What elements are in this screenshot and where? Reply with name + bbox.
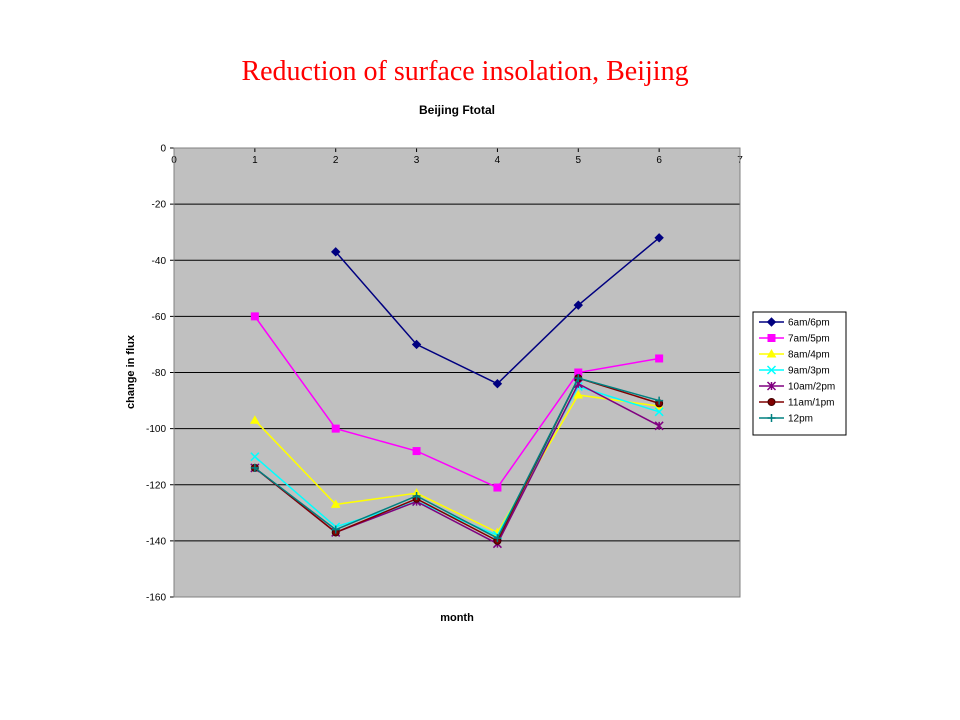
data-point xyxy=(411,339,422,350)
series-7am-5pm xyxy=(250,312,664,492)
y-tick-label: -20 xyxy=(152,200,167,211)
grid-lines xyxy=(174,147,740,598)
data-point xyxy=(331,424,340,433)
legend: 6am/6pm 7am/5pm 8am/4pm 9am/3pm 10am/2pm 11am… xyxy=(752,311,847,436)
x-tick-label: 1 xyxy=(252,155,258,166)
slide-title: Reduction of surface insolation, Beijing xyxy=(241,56,689,87)
series-line xyxy=(254,377,660,540)
data-point xyxy=(767,414,776,422)
data-point xyxy=(249,415,260,424)
series-12pm xyxy=(250,374,664,543)
data-point xyxy=(493,483,502,492)
x-tick-label: 4 xyxy=(495,155,501,166)
data-point xyxy=(250,312,259,321)
data-point xyxy=(766,365,777,375)
data-point xyxy=(766,381,777,391)
data-point xyxy=(767,334,776,342)
data-point xyxy=(766,317,777,327)
y-axis-label: change in flux xyxy=(125,334,137,409)
y-tick-label: -120 xyxy=(146,480,166,491)
data-point xyxy=(412,491,421,500)
data-point xyxy=(330,499,341,508)
x-tick-label: 2 xyxy=(333,155,339,166)
plot-border xyxy=(173,147,741,598)
data-point xyxy=(493,534,502,543)
data-point xyxy=(574,374,583,383)
series-line xyxy=(254,315,660,489)
y-tick-label: -80 xyxy=(152,368,167,379)
data-point xyxy=(766,348,777,358)
data-point xyxy=(573,389,584,399)
legend-entry: 7am/5pm xyxy=(759,334,830,345)
legend-entry: 12pm xyxy=(759,414,813,425)
legend-entry: 10am/2pm xyxy=(759,381,835,393)
legend-label: 10am/2pm xyxy=(788,382,835,393)
y-tick-label: -140 xyxy=(146,536,166,547)
y-tick-label: 0 xyxy=(160,144,166,155)
data-point xyxy=(654,407,664,417)
data-point xyxy=(573,300,583,310)
series-6am-6pm xyxy=(331,233,664,389)
y-tick-label: -40 xyxy=(152,256,167,267)
series-group xyxy=(249,233,665,549)
legend-entry: 11am/1pm xyxy=(759,398,835,409)
series-8am-4pm xyxy=(249,389,665,536)
data-point xyxy=(654,421,664,431)
legend-entry: 8am/4pm xyxy=(759,348,830,361)
legend-label: 11am/1pm xyxy=(788,398,835,409)
data-point xyxy=(250,452,260,462)
legend-label: 7am/5pm xyxy=(788,334,830,345)
y-tick-label: -160 xyxy=(146,593,166,604)
data-point xyxy=(655,396,664,405)
x-tick-label: 3 xyxy=(414,155,420,166)
legend-label: 6am/6pm xyxy=(788,318,830,329)
legend-label: 9am/3pm xyxy=(788,366,830,377)
legend-label: 8am/4pm xyxy=(788,350,830,361)
chart-title: Beijing Ftotal xyxy=(419,103,495,117)
data-point xyxy=(767,398,776,406)
series-line xyxy=(254,394,660,534)
legend-label: 12pm xyxy=(788,414,813,425)
data-point xyxy=(492,379,503,389)
legend-entry: 6am/6pm xyxy=(759,317,830,329)
x-axis-label: month xyxy=(440,612,474,624)
y-tick-label: -100 xyxy=(146,424,166,435)
data-point xyxy=(331,247,341,257)
data-point xyxy=(655,354,664,363)
y-tick-label: -60 xyxy=(152,312,167,323)
x-tick-label: 5 xyxy=(576,155,582,166)
data-point xyxy=(412,447,421,456)
data-point xyxy=(654,233,664,243)
x-tick-label: 6 xyxy=(656,155,662,166)
legend-entry: 9am/3pm xyxy=(759,365,830,377)
data-point xyxy=(250,463,259,472)
data-point xyxy=(331,525,340,534)
